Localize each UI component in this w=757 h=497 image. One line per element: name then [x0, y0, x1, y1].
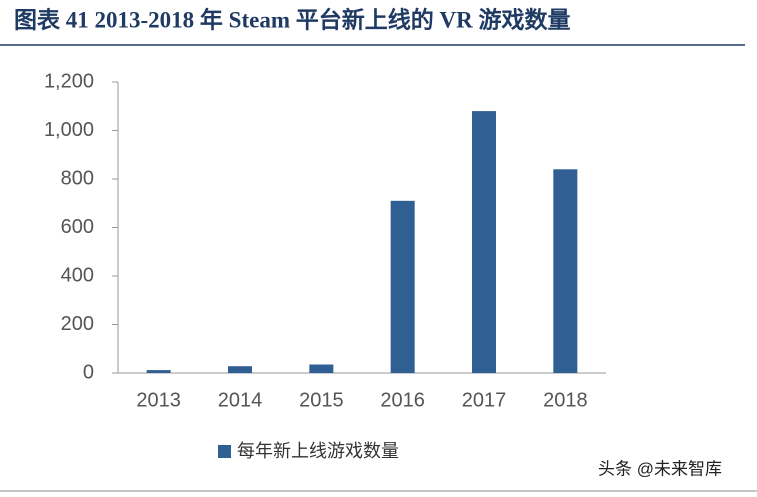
y-tick-label: 1,200 — [44, 70, 94, 92]
legend-swatch — [218, 445, 231, 458]
x-tick-label: 2015 — [299, 389, 344, 411]
y-tick-label: 400 — [61, 264, 94, 286]
y-tick-label: 200 — [61, 313, 94, 335]
bar — [553, 169, 578, 373]
bar — [309, 364, 334, 373]
bar — [228, 366, 252, 373]
watermark: 头条 @未来智库 — [598, 459, 722, 478]
y-tick-label: 1,000 — [44, 119, 94, 141]
chart-title: 图表 41 2013-2018 年 Steam 平台新上线的 VR 游戏数量 — [14, 6, 570, 32]
x-tick-label: 2018 — [543, 389, 588, 411]
x-tick-label: 2014 — [218, 389, 263, 411]
bar — [390, 200, 415, 373]
bar — [472, 111, 496, 373]
x-tick-label: 2017 — [462, 389, 507, 411]
y-tick-label: 600 — [61, 216, 94, 238]
x-tick-label: 2013 — [136, 389, 181, 411]
y-tick-label: 800 — [61, 167, 94, 189]
y-tick-label: 0 — [83, 361, 94, 383]
bar — [146, 370, 171, 373]
x-tick-label: 2016 — [380, 389, 425, 411]
legend-label: 每年新上线游戏数量 — [237, 441, 399, 461]
